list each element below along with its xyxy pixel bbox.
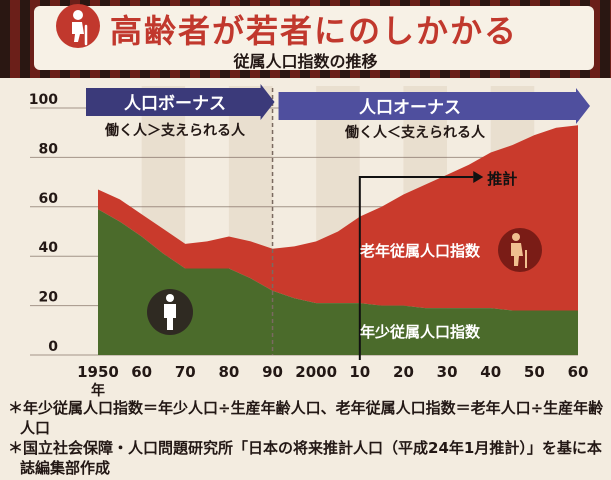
x-tick-label: 1950 [77, 363, 119, 381]
bonus-arrow [86, 84, 275, 120]
x-tick-label: 10 [349, 363, 370, 381]
footnote: ＊年少従属人口指数＝年少人口÷生産年齢人口、老年従属人口指数＝老年人口÷生産年齢… [8, 399, 604, 437]
elderly-dependency-area [98, 125, 578, 311]
projection-arrowhead [473, 171, 484, 183]
youth-series-label: 年少従属人口指数 [360, 323, 481, 341]
chart-subtitle: 従属人口指数の推移 [233, 52, 378, 71]
x-tick-label: 30 [437, 363, 458, 381]
x-axis-ticks: 1950 60 70 80 90 2000 10 20 30 40 50 60 年 [77, 363, 588, 399]
y-tick-label: 60 [39, 191, 59, 207]
y-tick-label: 80 [39, 141, 59, 157]
chart-areas [98, 125, 578, 355]
y-tick-label: 20 [39, 290, 59, 306]
x-tick-label: 40 [480, 363, 501, 381]
footnote: ＊国立社会保障・人口問題研究所「日本の将来推計人口（平成24年1月推計）」を基に… [8, 439, 602, 477]
page-title: 高齢者が若者にのしかかる [110, 12, 519, 50]
elderly-series-label: 老年従属人口指数 [359, 242, 481, 260]
x-tick-label: 60 [568, 363, 589, 381]
x-tick-label: 2000 [295, 363, 337, 381]
projection-line [358, 176, 474, 360]
title-panel [34, 6, 594, 70]
x-tick-label: 90 [262, 363, 283, 381]
period-arrows [86, 84, 590, 355]
y-tick-label: 100 [29, 92, 58, 108]
x-tick-label: 80 [218, 363, 239, 381]
x-tick-label: 20 [393, 363, 414, 381]
elderly-person-icon [56, 4, 100, 48]
y-axis-ticks: 0 20 40 60 80 100 [29, 92, 58, 355]
y-tick-label: 0 [48, 339, 58, 355]
youth-dependency-area [98, 209, 578, 355]
onus-sublabel: 働く人＜支えられる人 [344, 124, 486, 141]
x-tick-label: 60 [131, 363, 152, 381]
footnotes: ＊年少従属人口指数＝年少人口÷生産年齢人口、老年従属人口指数＝老年人口÷生産年齢… [8, 398, 608, 478]
x-axis-year-unit: 年 [91, 382, 105, 399]
onus-arrow [278, 88, 590, 124]
elderly-person-icon [498, 228, 542, 272]
projection-label: 推計 [487, 170, 517, 188]
bonus-sublabel: 働く人＞支えられる人 [104, 122, 246, 139]
person-icon [147, 289, 193, 335]
x-tick-label: 70 [175, 363, 196, 381]
bonus-label: 人口ボーナス [124, 94, 226, 114]
y-tick-label: 40 [39, 240, 59, 256]
x-tick-label: 50 [524, 363, 545, 381]
onus-label: 人口オーナス [359, 98, 461, 118]
